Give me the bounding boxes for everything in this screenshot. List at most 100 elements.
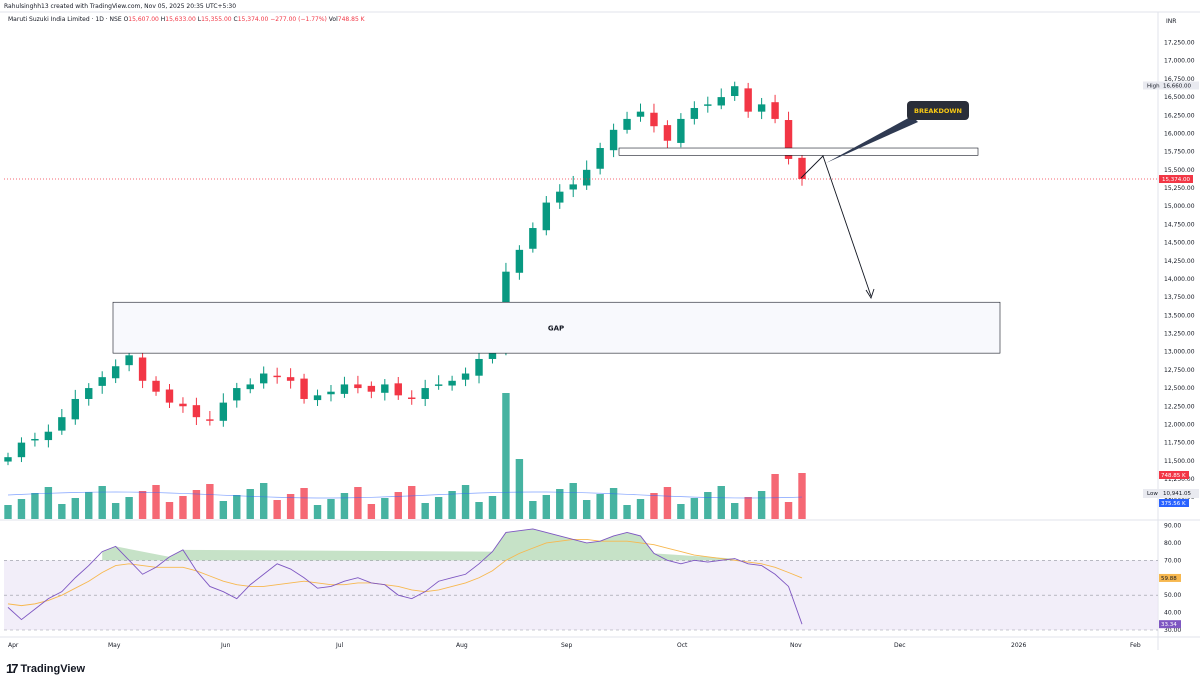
volume-bar (85, 492, 93, 519)
volume-bar (461, 485, 470, 519)
rsi-tick-label: 50.00 (1164, 592, 1181, 599)
price-tick-label: 12,500.00 (1164, 385, 1195, 392)
volume-bar (636, 499, 645, 519)
volume-bar (58, 504, 66, 519)
time-tick-label: Sep (561, 642, 573, 649)
ohlc-value: 15,355.00 (201, 16, 232, 23)
breakdown-label: BREAKDOWN (914, 107, 962, 115)
candle-body (488, 351, 497, 359)
candle-body (179, 403, 187, 407)
candle-body (434, 384, 443, 386)
volume-ma-value: 375.56 K (1161, 501, 1186, 507)
candle-body (354, 384, 362, 389)
candle-body (515, 249, 524, 273)
candle-body (677, 118, 685, 143)
candle-body (98, 377, 106, 386)
candle-body (138, 357, 147, 381)
candle-body (286, 377, 295, 381)
ohlc-item: H15,633.00 (158, 16, 196, 23)
candle-body (542, 202, 551, 231)
projection-path (800, 155, 872, 297)
volume-bar (515, 459, 524, 519)
candle-body (44, 431, 53, 441)
volume-bar (381, 498, 389, 519)
price-tick-label: 15,500.00 (1164, 167, 1195, 174)
volume-bar (286, 494, 295, 519)
candle-body (623, 118, 631, 130)
candle-body (690, 108, 699, 119)
time-tick-label: Nov (790, 642, 802, 649)
ohlc-item: Vol748.85 K (326, 16, 365, 23)
candle-body (206, 419, 214, 421)
volume-bar (98, 486, 106, 519)
volume-ma-line (7, 491, 803, 499)
volume-bar (421, 503, 429, 519)
volume-bar (609, 488, 618, 519)
volume-bar (219, 501, 228, 519)
candle-body (596, 148, 604, 169)
price-tick-label: 14,750.00 (1164, 221, 1195, 228)
volume-bar (488, 496, 497, 519)
currency-label: INR (1166, 18, 1176, 25)
high-badge (1143, 81, 1199, 90)
tradingview-logo[interactable]: 17 TradingView (6, 661, 85, 676)
candle-body (17, 442, 26, 458)
candle-body (71, 398, 79, 420)
candle-body (219, 402, 228, 421)
volume-bar (327, 499, 335, 519)
volume-bar (502, 393, 510, 519)
candle-body (650, 112, 658, 127)
candle-body (4, 457, 12, 462)
volume-bar (206, 484, 214, 519)
price-tick-label: 13,000.00 (1164, 349, 1195, 356)
time-tick-label: Dec (894, 642, 906, 649)
volume-bar (623, 505, 631, 519)
time-tick-label: Jul (335, 642, 344, 649)
candle-body (731, 86, 739, 97)
candle-body (717, 97, 725, 106)
ohlc-value: 748.85 K (337, 16, 365, 23)
volume-bar (704, 492, 712, 519)
time-tick-label: Apr (8, 642, 19, 649)
candle-body (58, 417, 66, 431)
candle-body (340, 384, 349, 394)
candle-body (125, 355, 133, 366)
gap-label: GAP (548, 325, 564, 333)
candle-body (165, 389, 174, 403)
volume-bar (246, 489, 254, 519)
volume-ma-badge (1159, 499, 1189, 507)
candle-body (246, 384, 254, 390)
volume-bar (663, 487, 672, 519)
candle-body (85, 388, 93, 399)
time-tick-label: Aug (456, 642, 468, 649)
candle-body (757, 104, 766, 112)
volume-bar (394, 492, 402, 519)
candle-body (663, 125, 672, 141)
candle-body (367, 385, 376, 392)
time-tick-label: Jun (220, 642, 231, 649)
price-tick-label: 16,750.00 (1164, 76, 1195, 83)
candle-body (784, 120, 793, 159)
rsi-tick-label: 90.00 (1164, 522, 1181, 529)
price-tick-label: 16,000.00 (1164, 130, 1195, 137)
ohlc-value: 15,607.00 (128, 16, 159, 23)
price-tick-label: 11,500.00 (1164, 458, 1195, 465)
price-tick-label: 12,750.00 (1164, 367, 1195, 374)
candle-body (152, 380, 160, 392)
candle-body (273, 375, 281, 378)
breakdown-zone (618, 147, 979, 156)
symbol-legend: Maruti Suzuki India Limited · 1D · NSE O… (8, 16, 365, 23)
price-tick-label: 12,000.00 (1164, 421, 1195, 428)
candle-body (381, 384, 389, 393)
candle-body (111, 366, 120, 379)
volume-bar (757, 491, 766, 519)
candle-body (636, 111, 645, 117)
volume-bar (31, 493, 39, 519)
candle-body (448, 380, 456, 386)
tradingview-logo-icon: 17 (6, 661, 19, 676)
volume-bar (165, 502, 174, 519)
volume-bar (690, 498, 699, 519)
volume-bar (179, 496, 187, 519)
candle-body (31, 438, 39, 441)
